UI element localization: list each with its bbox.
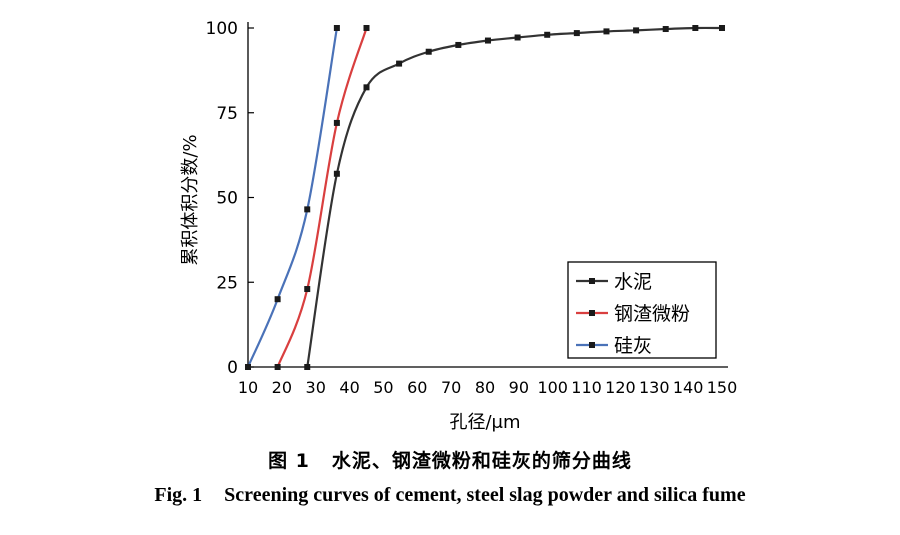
y-tick-label: 75 [216,104,238,124]
figure-number-cn: 图 1 [268,450,310,472]
series-1-point [544,31,551,38]
y-tick-label: 25 [216,273,238,293]
series-3-point [304,206,311,213]
series-2-point [333,119,340,126]
series-1-point [514,34,521,41]
series-1-point [396,60,403,67]
series-3-point [245,364,251,370]
y-tick-label: 100 [206,19,238,39]
x-tick-label: 10 [238,378,258,397]
legend-entry-3: 硅灰 [614,335,652,357]
series-1-point [425,48,432,55]
x-tick-label: 40 [339,378,359,397]
x-tick-label: 140 [673,378,704,397]
series-2-point [274,364,281,370]
series-1-point [455,41,462,48]
series-2-point [363,25,370,31]
series-line-1 [306,26,723,368]
y-tick-label: 0 [227,358,238,378]
legend-entry-2: 钢渣微粉 [614,303,690,325]
series-1-point [692,25,699,31]
series-1-point [573,30,580,37]
figure-number-en: Fig. 1 [154,484,203,506]
figure-caption-english: Fig. 1 Screening curves of cement, steel … [0,484,900,507]
figure-title-cn: 水泥、钢渣微粉和硅灰的筛分曲线 [331,450,632,472]
x-tick-label: 150 [707,378,738,397]
y-axis-label: 累积体积分数/% [180,134,201,265]
x-tick-label: 50 [373,378,393,397]
legend-swatch-marker-2 [589,310,595,316]
series-1-point [719,25,725,31]
x-tick-label: 20 [272,378,292,397]
figure-title-en: Screening curves of cement, steel slag p… [224,484,746,506]
x-tick-label: 80 [475,378,495,397]
series-line-3 [246,27,338,368]
x-tick-label: 130 [639,378,670,397]
x-axis-label: 孔径/μm [449,412,520,433]
series-1-point [662,26,669,33]
x-tick-label: 70 [441,378,461,397]
legend-swatch-marker-1 [589,278,595,284]
x-tick-label: 110 [571,378,602,397]
y-tick-label: 50 [216,189,238,209]
x-tick-label: 90 [509,378,529,397]
series-3-point [274,296,281,303]
x-tick-label: 120 [605,378,636,397]
x-tick-label: 100 [537,378,568,397]
series-1-point [603,28,610,35]
series-1-point [633,27,640,34]
series-3-point [333,25,340,31]
x-tick-label: 60 [407,378,427,397]
legend-swatch-marker-3 [589,342,595,348]
series-1-point [304,364,311,370]
figure-caption-chinese: 图 1 水泥、钢渣微粉和硅灰的筛分曲线 [0,446,900,473]
series-1-point [363,84,370,91]
series-line-2 [276,27,368,368]
legend-entry-1: 水泥 [614,271,652,293]
series-1-point [333,170,340,177]
series-2-point [304,286,311,293]
chart-axes [247,22,728,368]
chart-series [245,25,725,370]
x-tick-label: 30 [306,378,326,397]
series-1-point [484,37,491,44]
